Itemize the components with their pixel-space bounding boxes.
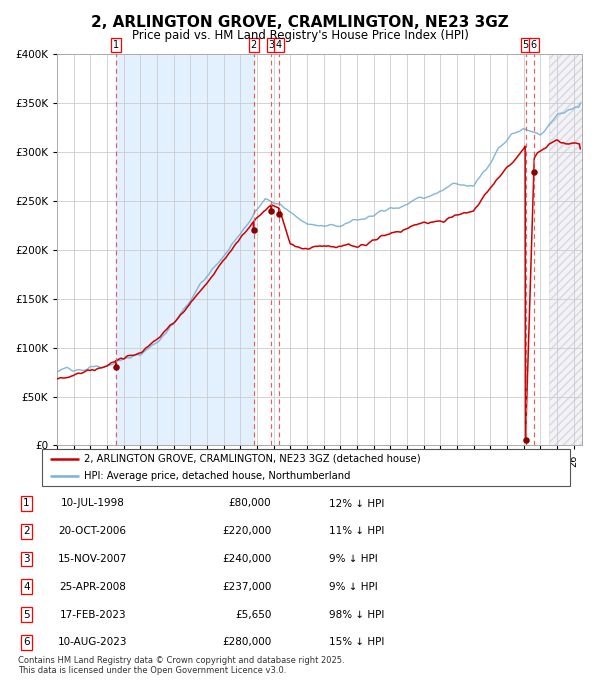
Text: Price paid vs. HM Land Registry's House Price Index (HPI): Price paid vs. HM Land Registry's House … (131, 29, 469, 42)
Text: 9% ↓ HPI: 9% ↓ HPI (329, 554, 377, 564)
Text: HPI: Average price, detached house, Northumberland: HPI: Average price, detached house, Nort… (84, 471, 351, 481)
Text: 6: 6 (23, 637, 30, 647)
Text: 10-JUL-1998: 10-JUL-1998 (61, 498, 125, 509)
Point (266, 205, 276, 216)
Text: 25-APR-2008: 25-APR-2008 (59, 582, 126, 592)
Point (111, 362, 121, 373)
Text: £220,000: £220,000 (222, 526, 271, 537)
Text: 5: 5 (523, 40, 529, 50)
Point (521, 435, 530, 445)
Text: 15% ↓ HPI: 15% ↓ HPI (329, 637, 384, 647)
Text: 2: 2 (23, 526, 30, 537)
Point (529, 167, 539, 177)
Text: 98% ↓ HPI: 98% ↓ HPI (329, 609, 384, 619)
Text: 12% ↓ HPI: 12% ↓ HPI (329, 498, 384, 509)
Text: 6: 6 (531, 40, 537, 50)
Text: 1: 1 (113, 40, 119, 50)
Text: This data is licensed under the Open Government Licence v3.0.: This data is licensed under the Open Gov… (18, 666, 286, 675)
Text: 2: 2 (251, 40, 257, 50)
Text: 2, ARLINGTON GROVE, CRAMLINGTON, NE23 3GZ: 2, ARLINGTON GROVE, CRAMLINGTON, NE23 3G… (91, 15, 509, 30)
Bar (548, 54, 582, 445)
Bar (116, 54, 254, 445)
Text: 20-OCT-2006: 20-OCT-2006 (59, 526, 127, 537)
Text: £5,650: £5,650 (235, 609, 271, 619)
Text: 4: 4 (276, 40, 282, 50)
Text: £237,000: £237,000 (222, 582, 271, 592)
Text: 1: 1 (23, 498, 30, 509)
Text: 2, ARLINGTON GROVE, CRAMLINGTON, NE23 3GZ (detached house): 2, ARLINGTON GROVE, CRAMLINGTON, NE23 3G… (84, 454, 421, 464)
Text: 9% ↓ HPI: 9% ↓ HPI (329, 582, 377, 592)
Point (249, 225, 259, 236)
Text: 5: 5 (23, 609, 30, 619)
Text: 10-AUG-2023: 10-AUG-2023 (58, 637, 127, 647)
Text: 3: 3 (23, 554, 30, 564)
Text: 3: 3 (268, 40, 275, 50)
Text: £240,000: £240,000 (222, 554, 271, 564)
Text: £80,000: £80,000 (229, 498, 271, 509)
Text: 4: 4 (23, 582, 30, 592)
Point (274, 208, 284, 219)
Text: 17-FEB-2023: 17-FEB-2023 (59, 609, 126, 619)
Text: 15-NOV-2007: 15-NOV-2007 (58, 554, 127, 564)
Text: 11% ↓ HPI: 11% ↓ HPI (329, 526, 384, 537)
Text: Contains HM Land Registry data © Crown copyright and database right 2025.: Contains HM Land Registry data © Crown c… (18, 656, 344, 665)
Text: £280,000: £280,000 (222, 637, 271, 647)
FancyBboxPatch shape (42, 449, 570, 486)
